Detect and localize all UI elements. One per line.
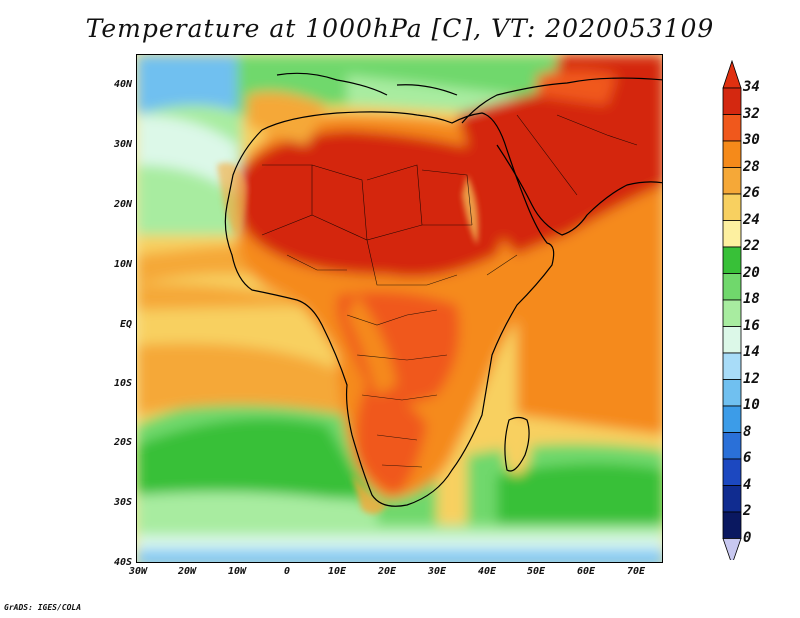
lat-label-30s: 30S [113, 497, 132, 508]
temperature-map [137, 55, 662, 562]
colorbar-label: 14 [743, 344, 760, 360]
colorbar-label: 4 [743, 476, 752, 493]
temperature-shading [137, 55, 662, 562]
lon-label-20w: 20W [177, 566, 197, 577]
temperature-detail [217, 162, 479, 514]
lon-label-0: 0 [283, 566, 291, 577]
colorbar-segment-12_14 [722, 352, 742, 380]
lat-label-10n: 10N [113, 259, 132, 270]
lon-label-10e: 10E [327, 566, 347, 577]
colorbar-segment-24_26 [722, 193, 742, 221]
colorbar-label: 32 [743, 105, 760, 122]
colorbar [722, 60, 742, 560]
lon-label-30w: 30W [128, 566, 148, 577]
colorbar-segment-16_18 [722, 299, 742, 327]
colorbar-segment-0_2 [722, 511, 742, 539]
colorbar-label: 24 [743, 211, 760, 228]
colorbar-segment-8_10 [722, 405, 742, 433]
colorbar-label: 0 [743, 529, 752, 546]
colorbar-segment-26_28 [722, 167, 742, 195]
map-plot-area [136, 54, 663, 563]
lon-label-60e: 60E [576, 566, 596, 577]
colorbar-segment-14_16 [722, 326, 742, 354]
colorbar-label: 2 [743, 503, 752, 519]
footer-credit: GrADS: IGES/COLA [4, 603, 82, 612]
country-borders [261, 114, 638, 468]
colorbar-segment-10_12 [722, 379, 742, 407]
lon-label-40e: 40E [477, 566, 497, 577]
colorbar-label: 8 [743, 423, 752, 440]
colorbar-label: 6 [743, 450, 752, 466]
colorbar-label: 34 [743, 79, 760, 95]
colorbar-segment-28_30 [722, 140, 742, 168]
colorbar-segment-18_20 [722, 273, 742, 301]
lat-label-eq: EQ [119, 319, 132, 330]
colorbar-segment-32_34 [722, 87, 742, 115]
colorbar-segment-4_6 [722, 458, 742, 486]
coastlines [224, 72, 662, 507]
colorbar-segment-30_32 [722, 114, 742, 142]
lat-label-40n: 40N [113, 79, 132, 90]
lon-label-70e: 70E [626, 566, 646, 577]
lon-label-30e: 30E [427, 566, 447, 577]
colorbar-label: 16 [743, 317, 760, 334]
colorbar-label: 22 [743, 238, 760, 254]
lon-label-20e: 20E [377, 566, 397, 577]
lat-label-20s: 20S [113, 437, 132, 448]
colorbar-label: 20 [743, 264, 760, 281]
lat-label-30n: 30N [113, 139, 132, 150]
colorbar-cap-above [722, 60, 742, 89]
colorbar-label: 10 [743, 397, 760, 413]
colorbar-label: 18 [743, 291, 760, 307]
chart-title: Temperature at 1000hPa [C], VT: 20200531… [85, 14, 715, 43]
lat-label-20n: 20N [113, 199, 132, 210]
lon-label-10w: 10W [227, 566, 247, 577]
colorbar-label: 26 [743, 185, 760, 201]
lat-label-40s: 40S [113, 557, 132, 568]
colorbar-segment-20_22 [722, 246, 742, 274]
lat-label-10s: 10S [113, 378, 132, 389]
colorbar-label: 12 [743, 370, 760, 387]
colorbar-label: 30 [743, 132, 760, 148]
colorbar-segment-6_8 [722, 432, 742, 460]
lon-label-50e: 50E [526, 566, 546, 577]
colorbar-cap-below [722, 538, 742, 560]
colorbar-segment-22_24 [722, 220, 742, 248]
colorbar-segment-2_4 [722, 485, 742, 513]
colorbar-label: 28 [743, 158, 760, 175]
